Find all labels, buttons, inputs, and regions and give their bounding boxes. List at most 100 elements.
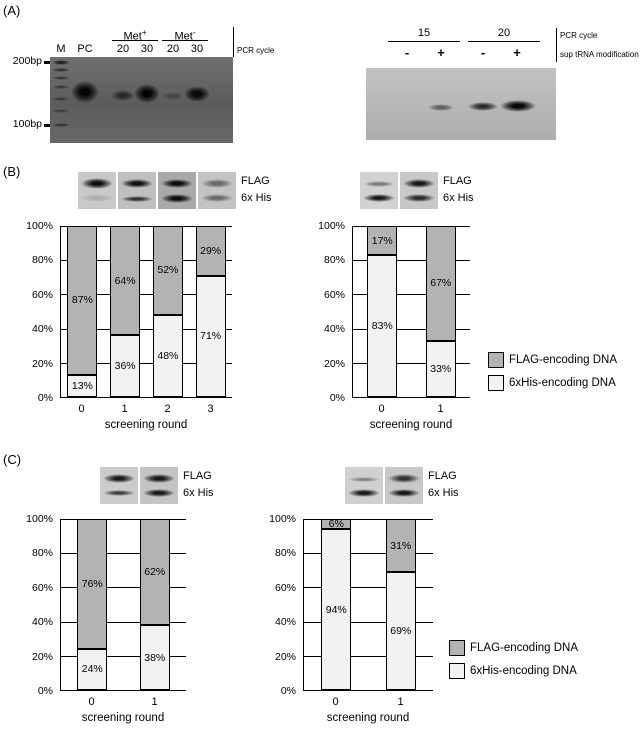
bar-segment: 87% [67, 226, 98, 375]
gridline [353, 294, 470, 296]
bar-slot: 13% 87% [61, 226, 104, 397]
plot-area: 94% 6% 69% 31% [303, 518, 433, 691]
blot-labels-c-left: FLAG 6x His [183, 468, 214, 502]
gel-image-left [50, 57, 233, 143]
gel-band [52, 76, 70, 80]
blot-labels-b-left: FLAG 6x His [241, 173, 272, 207]
gridline [304, 553, 433, 555]
blot-band-his [403, 194, 435, 202]
gel-band [52, 123, 70, 127]
gel-band [52, 85, 70, 89]
bar-value-label: 52% [157, 264, 179, 277]
gridline [61, 519, 186, 520]
gridline [61, 621, 186, 623]
x-tick-label: 1 [397, 696, 404, 708]
blot-band-flag [161, 179, 193, 188]
flag-label: FLAG [241, 175, 270, 187]
gridline [353, 328, 470, 330]
blot-image [198, 172, 236, 209]
x-tick-label: 1 [121, 403, 128, 415]
blot-labels-c-right: FLAG 6x His [428, 468, 459, 502]
gridline [61, 655, 186, 657]
his-label: 6x His [443, 192, 474, 204]
y-tick-label: 60% [274, 581, 296, 594]
y-tick-label: 0% [37, 685, 53, 697]
stacked-bar: 83% 17% [367, 226, 398, 397]
bar-segment: 64% [110, 226, 141, 336]
legend-label-his: 6xHis-encoding DNA [470, 665, 577, 677]
bar-segment: 62% [139, 519, 170, 626]
legend-label-flag: FLAG-encoding DNA [509, 354, 618, 366]
header-divider-right [556, 28, 557, 62]
bar-value-label: 62% [144, 566, 166, 579]
y-tick-label: 100% [269, 513, 296, 525]
blot-band-flag [103, 474, 135, 483]
legend-row-his: 6xHis-encoding DNA [449, 663, 578, 679]
bar-value-label: 36% [114, 360, 136, 373]
blot-band-his [363, 194, 395, 202]
x-axis-title: screening round [81, 712, 165, 724]
panel-b-label: (B) [3, 164, 21, 179]
sup-sign: + [437, 45, 445, 60]
gel-band-15plus [428, 104, 454, 111]
stacked-bar: 69% 31% [385, 519, 416, 690]
cycle-group-20-underline [468, 41, 540, 42]
bar-value-label: 69% [390, 625, 412, 637]
gridline [61, 294, 232, 296]
lane-label-pc: PC [77, 43, 93, 55]
bar-value-label: 6% [328, 518, 344, 531]
sup-trna-modification-label: sup tRNA modification [560, 50, 639, 59]
gel-band-metplus-30 [134, 84, 160, 103]
size-marker-200bp: 200bp [12, 55, 42, 67]
x-tick-label: 1 [151, 696, 158, 708]
blot-strip-c-right [345, 467, 423, 504]
y-tick-label: 100% [318, 220, 345, 232]
y-tick-label: 60% [323, 288, 345, 301]
stacked-bar: 33% 67% [425, 226, 456, 397]
bar-segment: 29% [195, 226, 226, 276]
bar-segment: 67% [425, 226, 456, 341]
x-axis-title: screening round [369, 419, 453, 431]
gridline [61, 328, 232, 330]
bar-segment: 17% [367, 226, 398, 256]
bar-value-label: 13% [71, 379, 93, 392]
blot-image [118, 172, 156, 209]
blot-band-his [81, 194, 113, 202]
header-divider-left [233, 27, 234, 57]
cycle-label: 20 [116, 43, 130, 55]
blot-image [360, 172, 398, 209]
blot-strip-c-left [100, 467, 178, 504]
cycle-label: 20 [166, 43, 180, 55]
y-tick-label: 20% [274, 650, 296, 663]
x-axis-title: screening round [104, 419, 188, 431]
bar-value-label: 76% [81, 577, 103, 590]
stacked-bar: 24% 76% [77, 519, 108, 690]
y-tick-label: 60% [31, 581, 53, 594]
panel-c-label: (C) [3, 452, 22, 467]
cycle-group-15: 15 [417, 27, 431, 39]
y-tick-label: 40% [323, 323, 345, 336]
pcr-cycle-label-right: PCR cycle [560, 31, 598, 40]
x-tick-label: 3 [207, 403, 214, 415]
y-axis: 0% 20% 40% 60% 80% 100% [20, 220, 56, 404]
gridline [61, 226, 232, 227]
panel-a-label: (A) [3, 3, 21, 18]
blot-band-flag [201, 179, 233, 188]
gel-band-20minus [468, 102, 498, 111]
legend-swatch-flag [449, 640, 465, 656]
bar-value-label: 17% [371, 234, 393, 247]
legend-label-flag: FLAG-encoding DNA [470, 642, 579, 654]
gridline [353, 362, 470, 364]
cycle-label: 30 [140, 43, 154, 55]
y-axis: 0% 20% 40% 60% 80% 100% [312, 220, 348, 404]
blot-band-his [348, 489, 380, 497]
sup-sign: + [513, 45, 521, 60]
bar-slot: 83% 17% [353, 226, 412, 397]
y-tick-label: 40% [274, 616, 296, 629]
cycle-group-20: 20 [497, 27, 511, 39]
gridline [304, 655, 433, 657]
blot-band-his [161, 194, 193, 203]
gel-band-pc [71, 81, 99, 103]
blot-image [400, 172, 438, 209]
